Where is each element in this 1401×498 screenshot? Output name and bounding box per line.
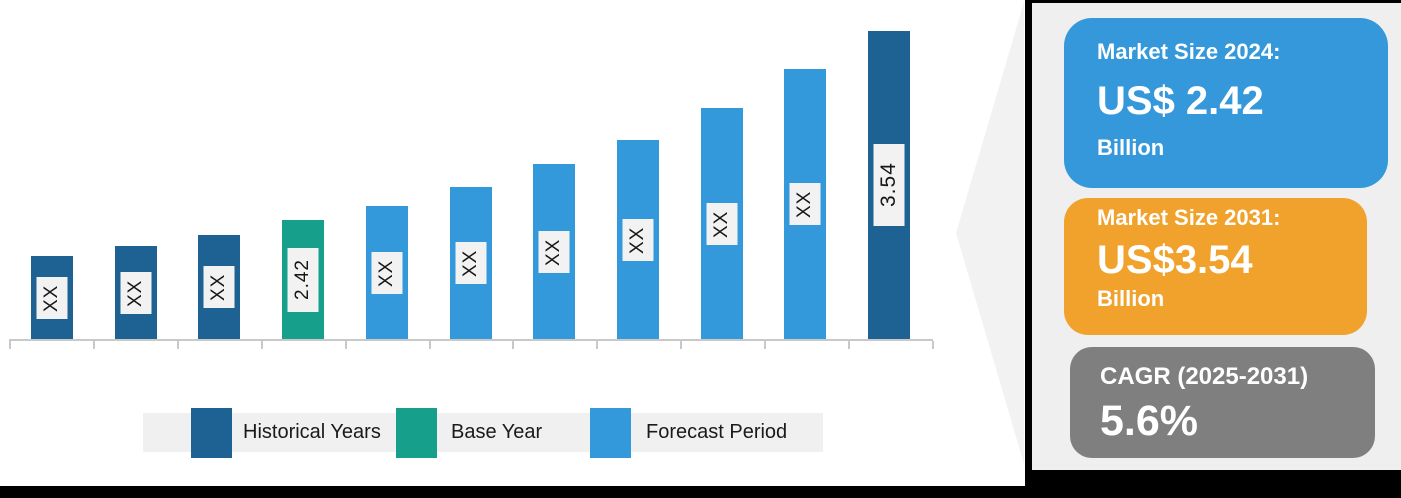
bar-value-label: XX xyxy=(789,183,821,225)
market-size-2031-card: Market Size 2031: US$3.54 Billion xyxy=(1064,198,1367,335)
stats-frame: Market Size 2024: US$ 2.42 Billion Marke… xyxy=(1025,0,1401,498)
bar-7-forecast: XX xyxy=(533,164,576,339)
legend-swatch-historical xyxy=(191,408,232,458)
legend-label-base: Base Year xyxy=(451,421,543,443)
axis-tick xyxy=(428,341,431,349)
axis-tick xyxy=(9,341,11,349)
cagr-title: CAGR (2025-2031) xyxy=(1100,363,1309,390)
legend: Historical Years Base Year Forecast Period xyxy=(143,408,823,458)
bar-value-label: XX xyxy=(371,251,403,294)
arrow-pointer-icon xyxy=(956,2,1024,464)
bar-value-label: XX xyxy=(706,202,738,245)
stats-panel: Market Size 2024: US$ 2.42 Billion Marke… xyxy=(1032,3,1401,470)
cagr-value: 5.6% xyxy=(1100,397,1199,445)
axis-tick xyxy=(92,341,95,349)
bar-value-label: XX xyxy=(538,230,570,273)
legend-label-forecast: Forecast Period xyxy=(646,421,788,443)
bar-value-label: XX xyxy=(455,242,486,284)
bar-value-label: XX xyxy=(36,276,68,319)
bar-value-label: XX xyxy=(622,218,654,261)
bottom-frame-bar xyxy=(0,486,1401,498)
axis-tick xyxy=(596,341,599,349)
bar-11-final: 3.54 xyxy=(868,31,910,339)
axis-tick xyxy=(680,341,683,349)
bar-4-base: 2.42 xyxy=(282,220,325,339)
x-axis-line xyxy=(9,339,933,341)
axis-tick xyxy=(344,341,347,349)
bar-value-label: XX xyxy=(203,266,235,308)
bar-value-label: 2.42 xyxy=(287,247,319,312)
axis-tick xyxy=(176,341,179,349)
axis-tick xyxy=(764,341,767,349)
market-size-2031-unit: Billion xyxy=(1097,286,1165,311)
market-size-2031-value: US$3.54 xyxy=(1097,238,1253,282)
axis-tick xyxy=(512,341,515,349)
legend-swatch-forecast xyxy=(590,408,631,458)
bar-9-forecast: XX xyxy=(700,108,743,339)
bar-3-historical: XX xyxy=(198,235,241,339)
market-size-2024-value: US$ 2.42 xyxy=(1097,79,1264,123)
bar-2-historical: XX xyxy=(114,246,157,339)
market-size-2024-title: Market Size 2024: xyxy=(1097,39,1281,64)
axis-tick xyxy=(931,341,934,349)
bar-1-historical: XX xyxy=(31,256,73,339)
bar-value-label: 3.54 xyxy=(873,144,905,226)
bar-8-forecast: XX xyxy=(616,140,659,339)
legend-label-historical: Historical Years xyxy=(243,421,381,443)
market-size-2024-card: Market Size 2024: US$ 2.42 Billion xyxy=(1064,18,1388,188)
bar-value-label: XX xyxy=(120,271,152,314)
axis-tick xyxy=(260,341,263,349)
bar-5-forecast: XX xyxy=(365,206,408,339)
bar-10-forecast: XX xyxy=(784,69,827,339)
bar-6-forecast: XX xyxy=(449,187,492,339)
bar-chart: XX XX XX 2.42 XX XX XX XX XX XX 3.54 xyxy=(9,31,934,349)
legend-swatch-base xyxy=(396,408,437,458)
cagr-card: CAGR (2025-2031) 5.6% xyxy=(1070,347,1375,458)
market-size-2031-title: Market Size 2031: xyxy=(1097,205,1281,230)
axis-tick xyxy=(848,341,850,349)
market-size-2024-unit: Billion xyxy=(1097,135,1165,160)
